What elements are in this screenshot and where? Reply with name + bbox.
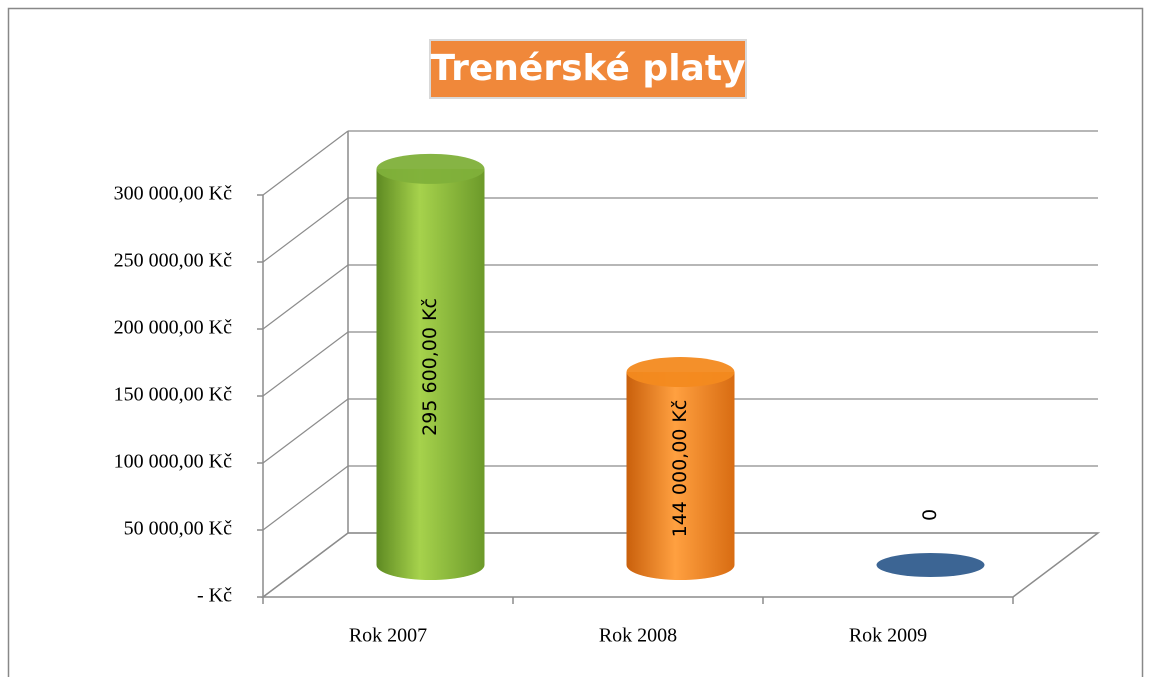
y-tick-label: 150 000,00 Kč (114, 384, 232, 406)
grid-line-side (262, 130, 349, 196)
grid-line-side (262, 331, 349, 397)
x-tick-label: Rok 2007 (349, 625, 427, 647)
y-tick-label: 100 000,00 Kč (114, 451, 232, 473)
bar-top (626, 357, 735, 388)
grid-line-side (262, 465, 349, 531)
value-label: 0 (919, 509, 941, 521)
bar (376, 168, 485, 565)
y-tick-label: 250 000,00 Kč (114, 250, 232, 272)
grid-line-side (262, 197, 349, 263)
chart-title: Trenérské platy (431, 48, 746, 89)
value-label: 144 000,00 Kč (669, 400, 691, 538)
y-tick-label: 200 000,00 Kč (114, 317, 232, 339)
grid-line-side (262, 532, 349, 598)
grid-line-side (262, 264, 349, 330)
y-tick-label: - Kč (197, 585, 232, 607)
x-tick-label: Rok 2008 (599, 625, 677, 647)
bar-top (376, 153, 485, 184)
y-tick-label: 300 000,00 Kč (114, 183, 232, 205)
bar (626, 372, 735, 565)
y-tick-label: 50 000,00 Kč (124, 518, 232, 540)
title-box (429, 39, 747, 99)
grid-line-side (262, 398, 349, 464)
value-label: 295 600,00 Kč (419, 298, 441, 436)
bar (876, 553, 985, 577)
x-tick-label: Rok 2009 (849, 625, 927, 647)
chart-border (7, 7, 1144, 677)
